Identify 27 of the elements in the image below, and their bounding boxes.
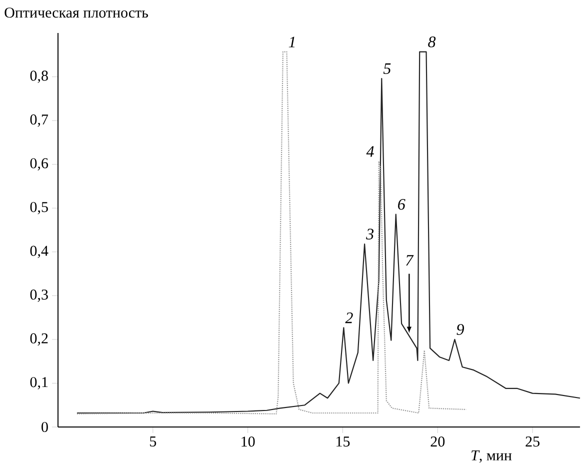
x-tick-label: 15 <box>336 436 350 447</box>
y-tick-label: 0,8 <box>30 70 48 83</box>
x-tick-label: 10 <box>242 436 255 447</box>
annotation: 3 <box>366 228 374 240</box>
annotation: 9 <box>456 324 464 335</box>
annotation: 2 <box>345 312 353 324</box>
x-axis-title: T, мин <box>472 450 512 463</box>
annotation: 1 <box>288 36 295 48</box>
annotation: 4 <box>366 146 374 157</box>
y-tick-label: 0,7 <box>30 114 48 127</box>
annotation: 8 <box>428 36 436 48</box>
annotation: 6 <box>398 198 406 210</box>
y-tick-label: 0,5 <box>30 202 48 214</box>
y-tick-label: 0,1 <box>30 377 48 390</box>
y-axis-title: Оптическая плотность <box>4 8 148 18</box>
y-tick-label: 0,4 <box>30 246 48 258</box>
annotation: 5 <box>383 63 391 74</box>
line-series <box>76 51 581 414</box>
annotation: 7 <box>406 255 414 266</box>
x-tick-label: 25 <box>526 436 540 447</box>
y-tick-label: 0,6 <box>30 158 48 170</box>
line-series <box>76 51 467 414</box>
y-tick-label: 0,2 <box>30 333 48 346</box>
x-tick-label: 5 <box>150 436 156 446</box>
x-tick-label: 20 <box>430 436 445 447</box>
y-tick-label: 0,3 <box>30 290 48 302</box>
y-tick-label: 0 <box>42 422 48 432</box>
